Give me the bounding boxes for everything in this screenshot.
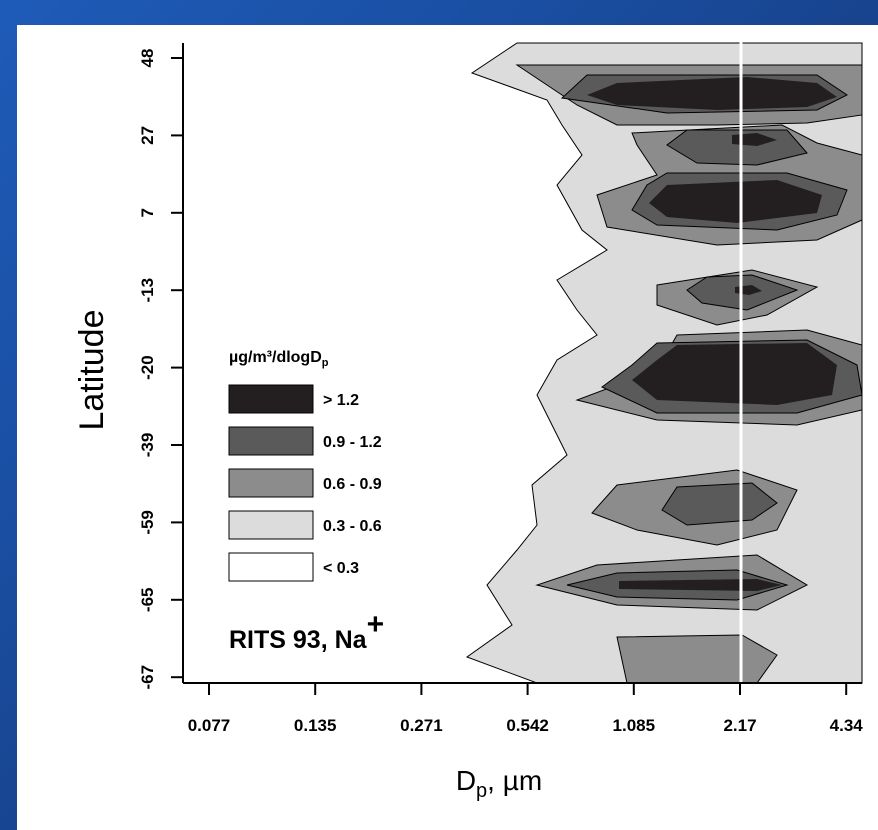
legend-label: > 1.2 (323, 392, 359, 409)
contour-band-0.9-1.2 (661, 482, 778, 526)
legend-label: < 0.3 (323, 560, 359, 577)
y-tick-label: -39 (138, 433, 157, 458)
legend-swatch (228, 426, 314, 456)
contour-chart: 0.077 0.135 0.271 0.542 1.085 2.17 4.34 48 27 7 -… (73, 37, 864, 802)
x-tick-label: 0.271 (400, 716, 443, 735)
y-tick-labels: 48 27 7 -13 -20 -39 -59 -65 -67 (138, 49, 157, 690)
x-tick-labels: 0.077 0.135 0.271 0.542 1.085 2.17 4.34 (188, 716, 864, 735)
x-tick-label: 0.135 (294, 716, 337, 735)
legend: µg/m³/dlogDp > 1.2 0.9 - 1.2 0.6 - 0.9 0.3 … (228, 349, 382, 582)
x-tick-label: 0.542 (506, 716, 549, 735)
legend-label: 0.6 - 0.9 (323, 476, 382, 493)
legend-label: 0.9 - 1.2 (323, 434, 382, 451)
y-tick-label: -65 (138, 588, 157, 613)
x-tick-label: 2.17 (723, 716, 756, 735)
contour-band-gt-1.2 (587, 77, 837, 110)
legend-swatch (228, 468, 314, 498)
x-tick-label: 1.085 (613, 716, 656, 735)
x-tick-label: 4.34 (830, 716, 864, 735)
y-tick-marks (171, 57, 183, 679)
contour-band-gt-1.2 (649, 180, 822, 223)
chart-label: RITS 93, Na+ (229, 608, 384, 654)
chart-frame: 0.077 0.135 0.271 0.542 1.085 2.17 4.34 48 27 7 -… (17, 25, 878, 830)
x-tick-label: 0.077 (188, 716, 231, 735)
contour-fills (465, 42, 863, 684)
y-axis-title: Latitude (73, 310, 111, 431)
y-tick-label: 7 (138, 208, 157, 217)
legend-title: µg/m³/dlogDp (229, 349, 329, 369)
contour-band-gt-1.2 (619, 579, 782, 591)
legend-swatch (228, 552, 314, 582)
x-axis-title: Dp, µm (456, 765, 542, 802)
y-tick-label: -59 (138, 510, 157, 535)
y-tick-label: 48 (138, 49, 157, 68)
y-tick-label: 27 (138, 126, 157, 145)
y-tick-label: -13 (138, 278, 157, 303)
x-tick-marks (208, 683, 848, 695)
legend-swatch (228, 384, 314, 414)
legend-label: 0.3 - 0.6 (323, 518, 382, 535)
legend-swatch (228, 510, 314, 540)
y-tick-label: -20 (138, 355, 157, 380)
contour-band-0.6-0.9 (616, 634, 778, 684)
contour-band-gt-1.2 (732, 133, 777, 146)
y-tick-label: -67 (138, 665, 157, 690)
contour-band-gt-1.2 (632, 343, 837, 405)
